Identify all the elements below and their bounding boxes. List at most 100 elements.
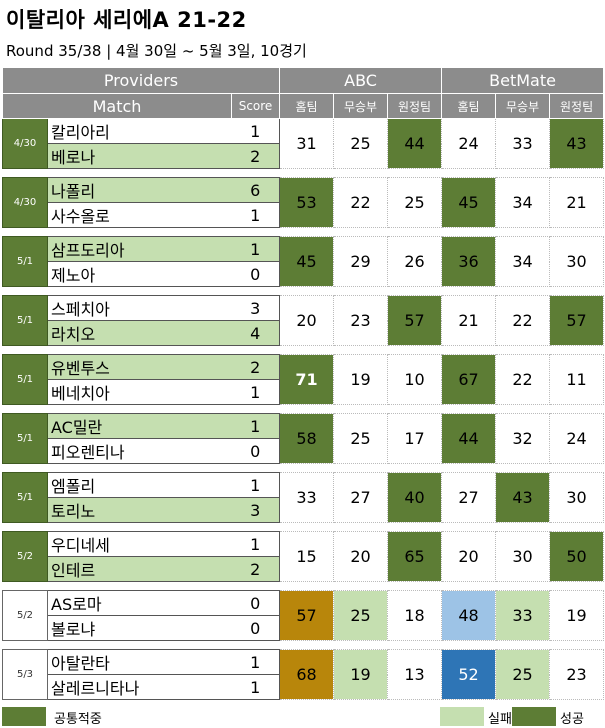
- match-row: 5/1 AC밀란 1 58 25 17 44 32 24: [2, 413, 605, 464]
- betmate-away-value: 11: [549, 354, 605, 405]
- match-row: 5/1 스페치아 3 20 23 57 21 22 57: [2, 295, 605, 346]
- abc-away-value: 57: [387, 295, 443, 346]
- away-score: 2: [231, 556, 281, 582]
- betmate-away-header: 원정팀: [549, 93, 605, 119]
- away-score: 0: [231, 261, 281, 287]
- match-date: 4/30: [2, 118, 48, 169]
- home-score: 1: [231, 236, 281, 262]
- legend-common-label: 공통적중: [54, 712, 102, 727]
- match-date: 5/1: [2, 295, 48, 346]
- match-row-away: 토리노 3: [3, 497, 604, 523]
- match-date: 5/3: [2, 649, 48, 700]
- legend-success-swatch: [512, 707, 556, 726]
- betmate-draw-value: 33: [495, 118, 551, 169]
- page-subtitle: Round 35/38 | 4월 30일 ~ 5월 3일, 10경기: [6, 42, 307, 60]
- betmate-away-value: 43: [549, 118, 605, 169]
- abc-draw-value: 19: [333, 649, 389, 700]
- betmate-draw-value: 22: [495, 295, 551, 346]
- match-row: 5/1 엠폴리 1 33 27 40 27 43 30: [2, 472, 605, 523]
- away-score: 1: [231, 379, 281, 405]
- match-date: 5/2: [2, 590, 48, 641]
- abc-away-value: 17: [387, 413, 443, 464]
- betmate-draw-value: 32: [495, 413, 551, 464]
- legend-fail-label: 실패: [488, 712, 512, 727]
- away-team: 베로나: [47, 143, 232, 169]
- home-team: 유벤투스: [47, 354, 232, 380]
- abc-home-value: 33: [279, 472, 335, 523]
- match-date: 5/1: [2, 413, 48, 464]
- away-team: 토리노: [47, 497, 232, 523]
- betmate-draw-header: 무승부: [495, 93, 551, 119]
- betmate-away-value: 21: [549, 177, 605, 228]
- home-score: 1: [231, 649, 281, 675]
- match-row-away: 제노아 0: [3, 261, 604, 287]
- match-row-away: 라치오 4: [3, 320, 604, 346]
- away-team: 베네치아: [47, 379, 232, 405]
- away-score: 4: [231, 320, 281, 346]
- match-date: 5/1: [2, 236, 48, 287]
- betmate-home-value: 20: [441, 531, 497, 582]
- home-score: 2: [231, 354, 281, 380]
- match-date: 5/1: [2, 354, 48, 405]
- legend: 공통적중 실패 성공: [2, 707, 603, 727]
- page-title: 이탈리아 세리에A 21-22: [6, 8, 247, 32]
- abc-home-value: 57: [279, 590, 335, 641]
- match-row: 4/30 나폴리 6 53 22 25 45 34 21: [2, 177, 605, 228]
- betmate-home-value: 27: [441, 472, 497, 523]
- abc-away-value: 25: [387, 177, 443, 228]
- abc-away-value: 40: [387, 472, 443, 523]
- abc-home-value: 58: [279, 413, 335, 464]
- home-team: 우디네세: [47, 531, 232, 557]
- abc-draw-value: 25: [333, 118, 389, 169]
- providers-header: Providers: [1, 67, 281, 94]
- abc-away-value: 13: [387, 649, 443, 700]
- abc-home-value: 53: [279, 177, 335, 228]
- abc-away-header: 원정팀: [387, 93, 443, 119]
- away-team: 살레르니타나: [47, 674, 232, 700]
- away-score: 1: [231, 202, 281, 228]
- match-date: 5/1: [2, 472, 48, 523]
- match-row-away: 볼로냐 0: [3, 615, 604, 641]
- away-team: 제노아: [47, 261, 232, 287]
- abc-home-value: 68: [279, 649, 335, 700]
- betmate-away-value: 24: [549, 413, 605, 464]
- abc-away-value: 44: [387, 118, 443, 169]
- away-score: 1: [231, 674, 281, 700]
- betmate-home-value: 36: [441, 236, 497, 287]
- odds-table: Providers ABC BetMate Match Score 홈팀 무승부…: [1, 67, 605, 700]
- home-team: 엠폴리: [47, 472, 232, 498]
- betmate-draw-value: 30: [495, 531, 551, 582]
- home-team: 나폴리: [47, 177, 232, 203]
- abc-home-header: 홈팀: [279, 93, 335, 119]
- betmate-away-value: 19: [549, 590, 605, 641]
- score-header: Score: [230, 93, 281, 119]
- abc-draw-header: 무승부: [333, 93, 389, 119]
- legend-common-swatch: [2, 707, 46, 726]
- legend-fail-swatch: [440, 707, 484, 726]
- betmate-away-value: 30: [549, 236, 605, 287]
- abc-draw-value: 20: [333, 531, 389, 582]
- away-score: 0: [231, 615, 281, 641]
- betmate-draw-value: 22: [495, 354, 551, 405]
- betmate-draw-value: 34: [495, 236, 551, 287]
- match-row-away: 피오렌티나 0: [3, 438, 604, 464]
- abc-draw-value: 25: [333, 590, 389, 641]
- betmate-draw-value: 43: [495, 472, 551, 523]
- match-date: 5/2: [2, 531, 48, 582]
- abc-away-value: 18: [387, 590, 443, 641]
- home-score: 1: [231, 472, 281, 498]
- match-row-away: 베네치아 1: [3, 379, 604, 405]
- away-score: 3: [231, 497, 281, 523]
- home-team: AC밀란: [47, 413, 232, 439]
- betmate-home-value: 44: [441, 413, 497, 464]
- match-row-away: 인테르 2: [3, 556, 604, 582]
- provider-abc-header: ABC: [279, 67, 443, 94]
- abc-home-value: 31: [279, 118, 335, 169]
- betmate-away-value: 30: [549, 472, 605, 523]
- betmate-away-value: 23: [549, 649, 605, 700]
- abc-away-value: 26: [387, 236, 443, 287]
- abc-home-value: 15: [279, 531, 335, 582]
- home-score: 1: [231, 531, 281, 557]
- betmate-away-value: 50: [549, 531, 605, 582]
- abc-draw-value: 23: [333, 295, 389, 346]
